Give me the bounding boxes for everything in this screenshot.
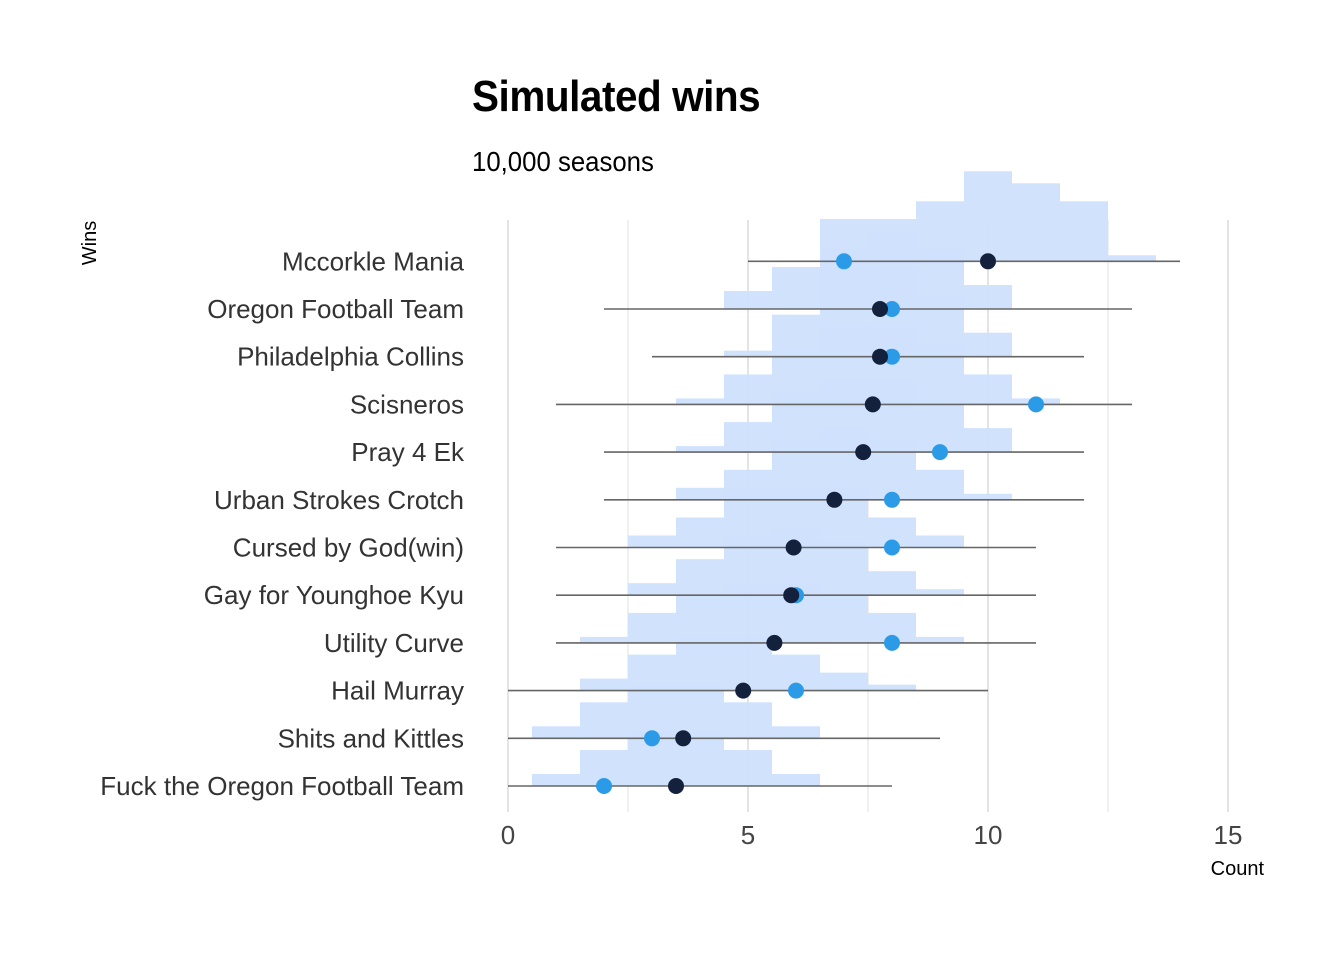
histogram-bar: [772, 774, 820, 786]
histogram-bar: [964, 332, 1012, 357]
actual-point: [932, 444, 948, 461]
histogram-bar: [724, 374, 772, 405]
histogram-bar: [772, 726, 820, 739]
histogram-bar: [628, 654, 676, 691]
histogram-bar: [676, 487, 724, 500]
histogram-bar: [676, 517, 724, 548]
simulated-point: [872, 348, 888, 365]
x-tick-label: 15: [1214, 820, 1243, 850]
histogram-bar: [676, 446, 724, 453]
simulated-point: [668, 778, 684, 794]
histogram-bar: [724, 750, 772, 786]
histogram-bar: [532, 774, 580, 786]
histogram-bar: [868, 684, 916, 691]
histogram-bar: [772, 350, 820, 405]
y-tick-label: Hail Murray: [331, 676, 464, 706]
actual-point: [596, 778, 612, 794]
histogram-bar: [580, 678, 628, 691]
histogram-bar: [1108, 255, 1156, 262]
y-tick-label: Gay for Younghoe Kyu: [204, 580, 464, 610]
histogram-bar: [1060, 201, 1108, 262]
y-tick-label: Shits and Kittles: [278, 723, 464, 753]
chart-title: Simulated wins: [472, 72, 761, 121]
histogram-bar: [676, 398, 724, 405]
simulated-point: [675, 730, 692, 747]
simulated-point: [864, 396, 881, 413]
histogram-bar: [580, 702, 628, 739]
histogram-bar: [628, 583, 676, 596]
actual-point: [1028, 396, 1044, 413]
histogram-bar: [916, 636, 964, 643]
chart-subtitle: 10,000 seasons: [472, 146, 654, 177]
histogram-bar: [820, 541, 868, 596]
histogram-bar: [916, 469, 964, 500]
histogram-bar: [1012, 183, 1060, 262]
histogram-bar: [868, 231, 916, 262]
histogram-bar: [724, 291, 772, 309]
histogram-layer: [532, 171, 1156, 786]
histogram-bar: [964, 285, 1012, 309]
x-tick-label: 10: [974, 820, 1003, 850]
histogram-bar: [820, 672, 868, 691]
histogram-bar: [724, 350, 772, 357]
histogram-bar: [676, 594, 724, 643]
y-axis-title: Wins: [79, 221, 101, 265]
histogram-bar: [676, 636, 772, 691]
histogram-bar: [964, 428, 1012, 453]
y-tick-label: Urban Strokes Crotch: [214, 485, 464, 515]
simulated-point: [826, 491, 843, 508]
y-tick-label: Oregon Football Team: [207, 294, 464, 324]
y-tick-labels: Fuck the Oregon Football Team Shits and K…: [100, 246, 465, 801]
histogram-bar: [916, 201, 964, 262]
y-tick-label: Fuck the Oregon Football Team: [100, 771, 464, 801]
simulated-point: [785, 539, 802, 556]
x-tick-label: 0: [501, 820, 515, 850]
histogram-bar: [580, 636, 628, 643]
histogram-bar: [772, 267, 820, 309]
simulated-point: [783, 587, 800, 604]
y-tick-label: Cursed by God(win): [233, 533, 464, 563]
histogram-bar: [676, 559, 724, 596]
y-tick-label: Scisneros: [350, 389, 464, 419]
histogram-bar: [628, 612, 676, 643]
actual-point: [836, 253, 852, 270]
histogram-bar: [964, 493, 1012, 500]
histogram-bar: [916, 535, 964, 548]
y-tick-label: Pray 4 Ek: [351, 437, 465, 467]
point-layer: [596, 253, 1044, 794]
actual-point: [884, 539, 900, 556]
histogram-bar: [724, 422, 772, 453]
histogram-bar: [964, 374, 1012, 405]
histogram-bar: [820, 594, 868, 643]
simulated-point: [735, 682, 752, 699]
y-tick-label: Philadelphia Collins: [237, 342, 464, 372]
y-tick-label: Mccorkle Mania: [282, 246, 465, 276]
actual-point: [884, 491, 900, 508]
actual-point: [884, 634, 900, 651]
histogram-bar: [532, 726, 580, 739]
simulated-point: [980, 253, 996, 270]
y-tick-label: Utility Curve: [324, 628, 464, 658]
histogram-bar: [964, 171, 1012, 262]
actual-point: [788, 682, 804, 699]
histogram-bar: [916, 589, 964, 596]
histogram-bar: [772, 314, 820, 357]
histogram-bar: [724, 702, 772, 739]
simulated-point: [766, 634, 783, 651]
x-axis-title: Count: [1211, 858, 1265, 880]
actual-point: [884, 301, 900, 317]
simulated-point: [855, 444, 872, 461]
x-tick-labels: 0 5 10 15: [501, 820, 1243, 850]
actual-point: [884, 348, 900, 365]
actual-point: [644, 730, 660, 747]
histogram-bar: [628, 684, 724, 739]
histogram-bar: [724, 469, 772, 500]
histogram-bar: [868, 571, 916, 596]
simulated-point: [872, 301, 888, 317]
histogram-bar: [628, 535, 676, 548]
x-tick-label: 5: [741, 820, 755, 850]
